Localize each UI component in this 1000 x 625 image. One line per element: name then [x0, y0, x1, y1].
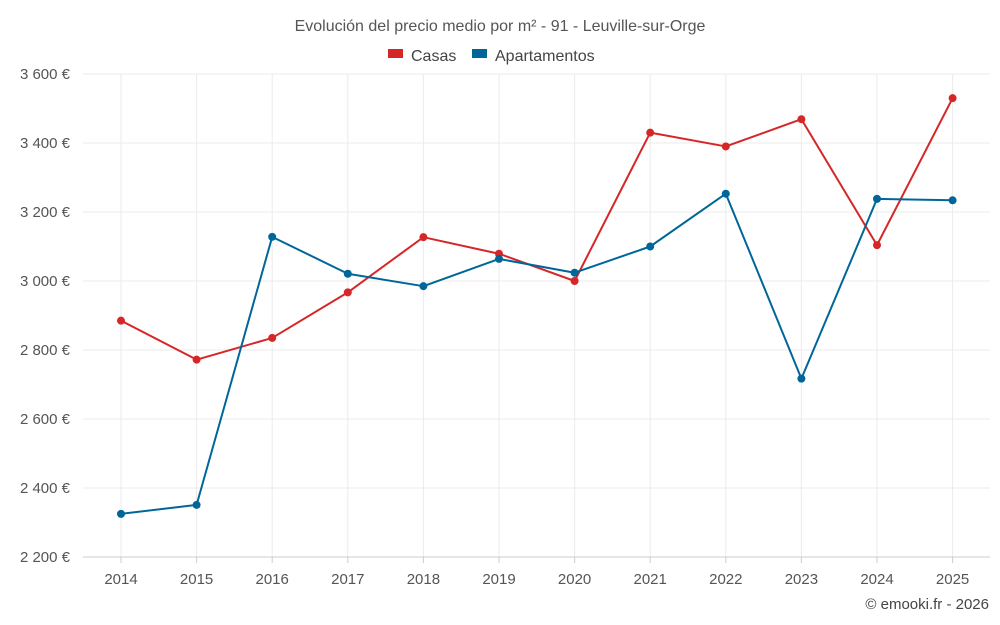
data-point-apartamentos[interactable] — [343, 269, 352, 278]
x-tick-label: 2018 — [407, 571, 440, 588]
x-tick-label: 2019 — [482, 571, 515, 588]
data-point-casas[interactable] — [797, 115, 806, 124]
y-tick-label: 3 000 € — [20, 273, 71, 290]
y-tick-label: 2 400 € — [20, 480, 71, 497]
y-tick-label: 3 200 € — [20, 204, 71, 221]
data-point-apartamentos[interactable] — [873, 194, 881, 203]
x-tick-label: 2024 — [860, 571, 893, 588]
data-points — [117, 94, 957, 518]
data-point-apartamentos[interactable] — [797, 374, 806, 383]
legend-swatch-casas — [388, 49, 403, 58]
y-tick-label: 3 400 € — [20, 135, 71, 152]
series-lines — [120, 97, 954, 515]
legend-label-casas[interactable]: Casas — [411, 48, 456, 65]
x-tick-label: 2021 — [634, 571, 667, 588]
data-point-apartamentos[interactable] — [419, 282, 428, 291]
data-point-apartamentos[interactable] — [192, 500, 201, 509]
x-tick-label: 2023 — [785, 571, 818, 588]
data-point-casas[interactable] — [117, 316, 125, 325]
data-point-apartamentos[interactable] — [268, 232, 277, 241]
data-point-apartamentos[interactable] — [495, 254, 503, 263]
data-point-casas[interactable] — [268, 333, 277, 342]
data-point-casas[interactable] — [646, 128, 655, 137]
x-tick-label: 2020 — [558, 571, 591, 588]
x-tick-label: 2025 — [936, 571, 969, 588]
grid-lines — [83, 73, 990, 558]
data-point-apartamentos[interactable] — [721, 189, 730, 198]
series-line-apartamentos — [120, 192, 953, 515]
y-tick-label: 2 600 € — [20, 411, 71, 428]
x-tick-label: 2022 — [709, 571, 742, 588]
y-tick-label: 2 800 € — [20, 342, 71, 359]
y-tick-label: 2 200 € — [20, 549, 71, 566]
data-point-apartamentos[interactable] — [646, 242, 655, 251]
axes: 2 200 € 2 400 € 2 600 € 2 800 € 3 000 € 3 200… — [20, 66, 990, 588]
data-point-casas[interactable] — [721, 142, 730, 151]
x-tick-label: 2017 — [331, 571, 364, 588]
data-point-apartamentos[interactable] — [117, 509, 125, 518]
data-point-apartamentos[interactable] — [948, 196, 957, 205]
data-point-casas[interactable] — [419, 233, 428, 242]
data-point-casas[interactable] — [343, 288, 352, 297]
data-point-casas[interactable] — [192, 355, 201, 364]
chart-legend: Casas Apartamentos — [388, 48, 595, 65]
data-point-apartamentos[interactable] — [570, 268, 579, 277]
credit-text: © emooki.fr - 2026 — [865, 596, 989, 613]
series-line-casas — [120, 97, 954, 361]
data-point-casas[interactable] — [948, 94, 957, 103]
x-tick-label: 2015 — [180, 571, 213, 588]
x-tick-label: 2016 — [256, 571, 289, 588]
legend-label-apartamentos[interactable]: Apartamentos — [495, 48, 595, 65]
x-tick-label: 2014 — [104, 571, 137, 588]
chart-title: Evolución del precio medio por m² - 91 -… — [295, 18, 706, 35]
legend-swatch-apartamentos — [472, 49, 487, 58]
data-point-casas[interactable] — [873, 241, 881, 250]
y-tick-label: 3 600 € — [20, 66, 71, 83]
data-point-casas[interactable] — [570, 277, 579, 285]
